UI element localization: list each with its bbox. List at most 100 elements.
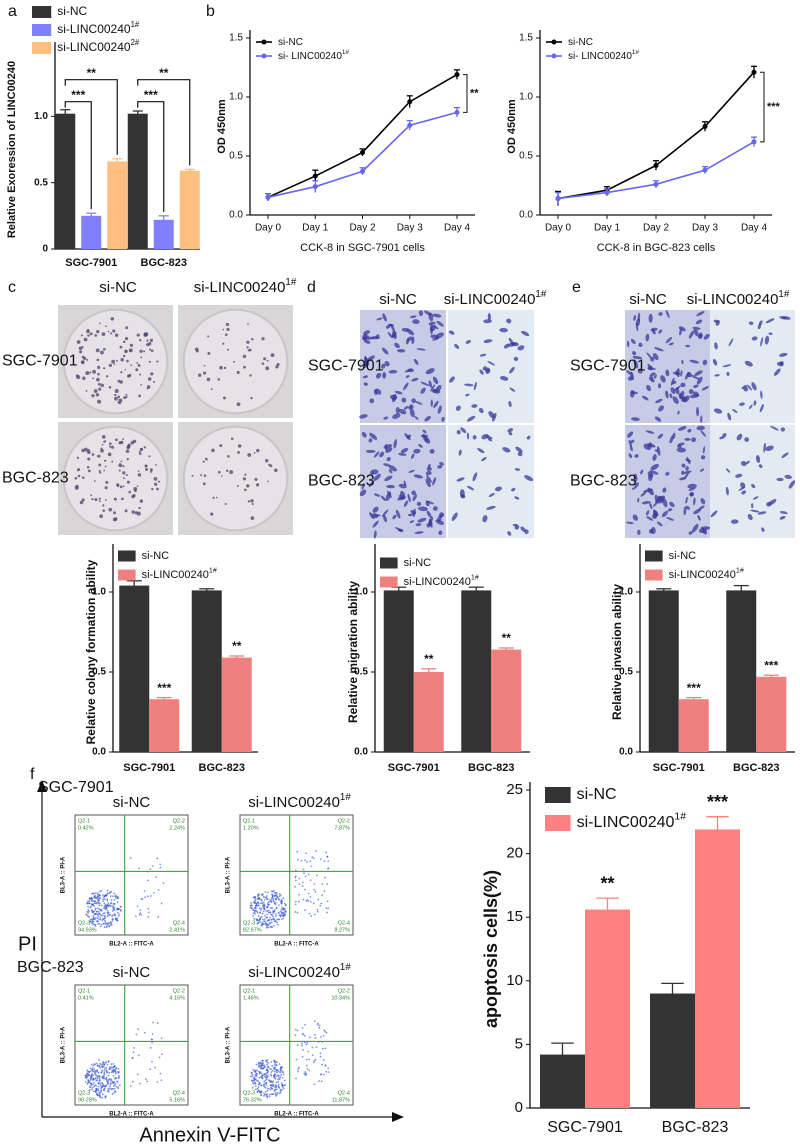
flow-dot [101, 919, 104, 922]
flow-dot [266, 1096, 269, 1099]
cell [369, 398, 375, 404]
flow-dot [106, 915, 109, 918]
flow-dot [281, 1076, 284, 1079]
flow-dot [301, 1042, 303, 1045]
flow-dot [106, 909, 109, 912]
cell [695, 319, 703, 325]
flow-dot [98, 908, 101, 910]
cell [405, 375, 410, 378]
flow-dot [146, 879, 149, 882]
cell [633, 473, 638, 482]
cell [448, 330, 455, 335]
flow-dot [94, 894, 97, 897]
flow-dot [108, 1071, 111, 1074]
colony [105, 480, 109, 484]
flow-dot [297, 1068, 300, 1070]
marker [312, 184, 318, 190]
cell [373, 451, 380, 458]
flow-dot [118, 913, 121, 916]
sig-label: ** [232, 639, 242, 653]
x-axis-label: CCK-8 in SGC-7901 cells [300, 242, 425, 254]
legend-swatch [380, 576, 398, 588]
flow-dot [282, 1087, 285, 1090]
flow-dot [303, 1034, 306, 1037]
flow-dot [87, 1079, 90, 1081]
cell [677, 426, 687, 431]
flow-dot [253, 1070, 256, 1073]
flow-dot [90, 900, 93, 903]
colony [143, 332, 148, 337]
flow-dot [273, 924, 275, 927]
flow-dot [323, 1073, 325, 1076]
colony [128, 373, 132, 377]
flow-dot [313, 1060, 316, 1062]
colony [250, 516, 255, 520]
flow-dot [138, 913, 141, 916]
colony [242, 354, 247, 359]
flow-dot [97, 1089, 100, 1092]
flow-dot [254, 912, 256, 915]
flow-dot [91, 1068, 94, 1071]
legend-swatch [545, 815, 571, 831]
colony [81, 346, 84, 349]
flow-dot [109, 895, 112, 897]
colony [125, 449, 130, 453]
legend-label-main: si-LINC00240 [57, 22, 131, 36]
flow-dot [251, 904, 253, 907]
flow-dot [306, 860, 308, 863]
flow-dot [275, 907, 278, 910]
flow-dot [307, 1050, 310, 1053]
flow-dot [94, 892, 97, 895]
quadrant-name: Q2-1 [243, 988, 255, 994]
cell [700, 498, 706, 505]
cell [660, 375, 666, 383]
sig-label: ** [600, 873, 614, 893]
cell [700, 415, 703, 424]
flow-dot [267, 909, 270, 912]
flow-dot [312, 857, 315, 860]
colony [146, 385, 151, 389]
flow-dot [93, 1068, 96, 1071]
flow-dot [149, 1068, 151, 1071]
flow-dot [314, 1020, 316, 1023]
cell [381, 347, 389, 355]
flow-dot [107, 1087, 110, 1090]
flow-dot [262, 901, 265, 904]
flow-dot [139, 1082, 141, 1085]
cell [645, 510, 650, 516]
colony [242, 477, 247, 481]
panel-letter: e [572, 279, 581, 296]
flow-dot [150, 895, 152, 897]
cell [383, 416, 389, 420]
colony [138, 394, 142, 398]
marker [407, 122, 413, 128]
flow-dot [265, 913, 268, 916]
cell [403, 480, 407, 487]
flow-dot [89, 1079, 92, 1082]
cell [681, 396, 684, 402]
quadrant-value: 82.67% [243, 927, 262, 933]
cell [398, 452, 407, 456]
flow-dot [101, 894, 104, 897]
legend-label: si- LINC002401# [568, 49, 640, 62]
cell [435, 332, 444, 339]
cell [388, 465, 398, 472]
colony [121, 497, 124, 501]
cell [413, 448, 421, 454]
x-tick-label: BGC-823 [662, 1119, 729, 1136]
flow-dot [91, 1088, 93, 1091]
flow-dot [311, 856, 314, 858]
colony [109, 442, 112, 446]
colony [114, 396, 118, 401]
sig-bracket [64, 79, 118, 155]
flow-dot [266, 923, 268, 926]
flow-dot [98, 1059, 100, 1061]
flow-dot [261, 1059, 264, 1062]
sig-label: *** [764, 658, 778, 672]
cell [483, 339, 493, 344]
cell [488, 492, 495, 498]
cell [693, 508, 702, 515]
cell [652, 353, 659, 361]
flow-dot [304, 888, 306, 891]
